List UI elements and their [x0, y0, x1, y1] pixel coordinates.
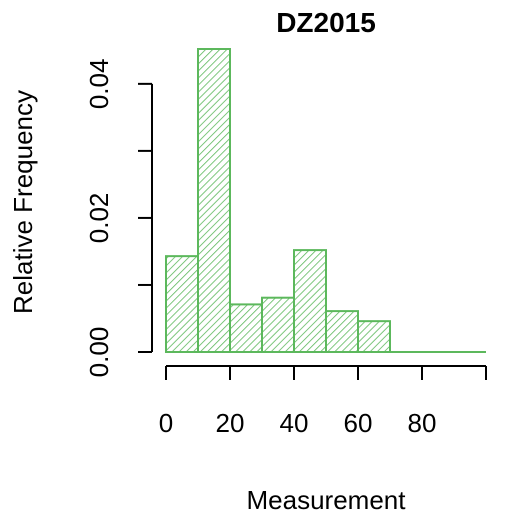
y-tick-label: 0.04 [84, 59, 114, 110]
x-axis-label: Measurement [247, 485, 407, 515]
histogram-bar [165, 255, 199, 353]
y-axis: 0.00 0.02 0.04 [84, 59, 153, 378]
y-tick-label: 0.00 [84, 327, 114, 378]
x-axis: 0 20 40 60 80 [159, 365, 487, 438]
x-tick-label: 80 [408, 408, 437, 438]
x-tick-label: 0 [159, 408, 173, 438]
y-axis-label: Relative Frequency [8, 90, 38, 314]
histogram-bar [293, 249, 327, 354]
bars-group [165, 48, 486, 354]
histogram-bar [197, 48, 231, 353]
histogram-bar [261, 296, 295, 353]
x-tick-label: 20 [216, 408, 245, 438]
x-tick-label: 40 [280, 408, 309, 438]
histogram-bar [325, 310, 359, 353]
histogram-bar [357, 320, 391, 354]
y-tick-label: 0.02 [84, 193, 114, 244]
chart-title: DZ2015 [276, 7, 376, 38]
x-tick-label: 60 [344, 408, 373, 438]
histogram-bar [229, 303, 263, 354]
